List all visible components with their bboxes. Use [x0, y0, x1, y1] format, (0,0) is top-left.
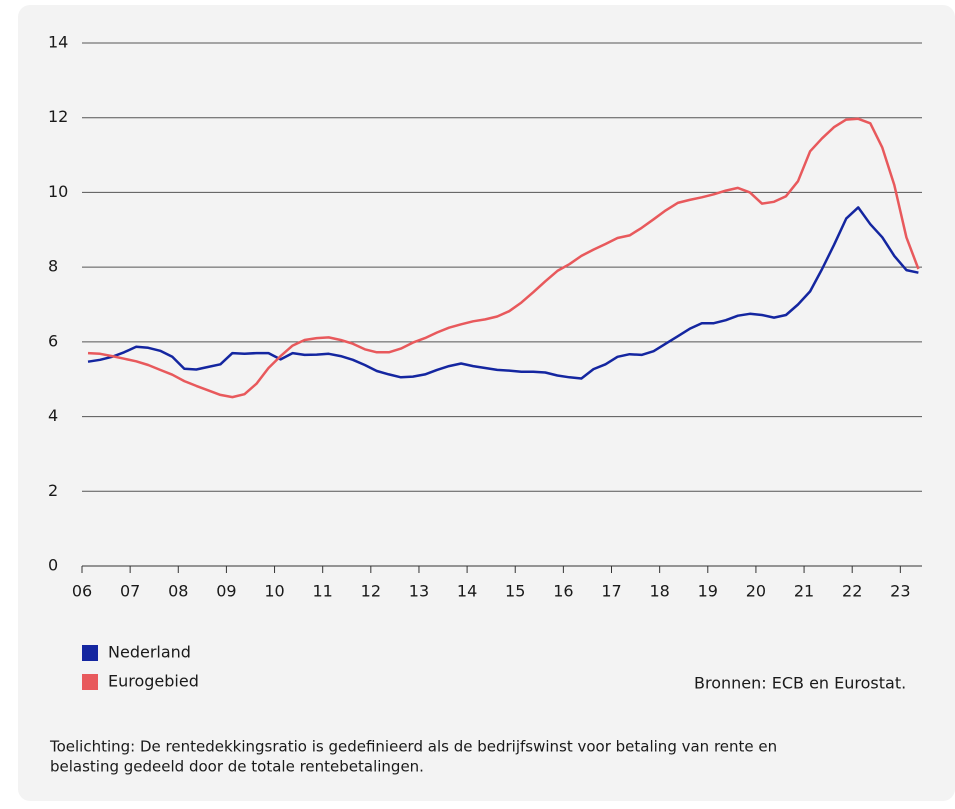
x-tick-label: 19 — [698, 582, 718, 601]
y-tick-label: 8 — [48, 257, 58, 276]
x-tick-label: 15 — [505, 582, 525, 601]
x-tick-label: 09 — [216, 582, 236, 601]
y-tick-label: 14 — [48, 33, 68, 52]
x-tick-label: 18 — [649, 582, 669, 601]
x-tick-label: 06 — [72, 582, 92, 601]
y-tick-label: 2 — [48, 481, 58, 500]
x-tick-label: 14 — [457, 582, 477, 601]
x-tick-label: 11 — [313, 582, 333, 601]
x-tick-label: 22 — [842, 582, 862, 601]
card — [18, 5, 955, 801]
x-tick-label: 16 — [553, 582, 573, 601]
legend-label: Eurogebied — [108, 672, 199, 691]
line — [87, 206, 919, 380]
x-tick-label: 17 — [601, 582, 621, 601]
y-tick-label: 6 — [48, 331, 58, 350]
line — [87, 117, 920, 399]
y-tick-label: 10 — [48, 182, 68, 201]
y-tick-label: 4 — [48, 406, 58, 425]
note: belasting gedeeld door de totale rentebe… — [50, 758, 424, 776]
legend-swatch — [82, 674, 98, 690]
y-tick-label: 12 — [48, 107, 68, 126]
note: Toelichting: De rentedekkingsratio is ge… — [49, 738, 777, 756]
source: Bronnen: ECB en Eurostat. — [694, 674, 906, 693]
x-tick-label: 21 — [794, 582, 814, 601]
legend-swatch — [82, 645, 98, 661]
x-tick-label: 07 — [120, 582, 140, 601]
x-tick-label: 20 — [746, 582, 766, 601]
legend-label: Nederland — [108, 643, 191, 662]
x-tick-label: 23 — [890, 582, 910, 601]
y-tick-label: 0 — [48, 556, 58, 575]
x-tick-label: 08 — [168, 582, 188, 601]
x-tick-label: 10 — [264, 582, 284, 601]
x-tick-label: 13 — [409, 582, 429, 601]
x-tick-label: 12 — [361, 582, 381, 601]
